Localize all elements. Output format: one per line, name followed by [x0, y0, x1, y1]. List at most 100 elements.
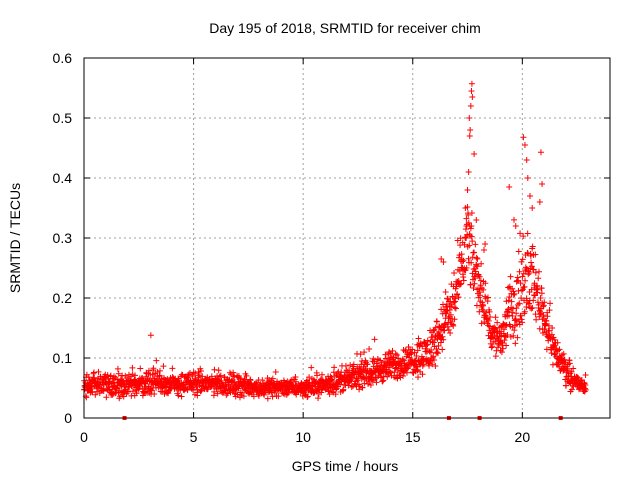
data-point [505, 297, 512, 304]
data-point [563, 382, 570, 389]
data-point [392, 350, 399, 357]
data-point [488, 334, 495, 341]
data-point [463, 264, 470, 271]
data-point [471, 280, 478, 287]
data-point [413, 353, 420, 360]
data-point [154, 368, 161, 375]
data-point [137, 365, 144, 372]
data-point [178, 393, 185, 400]
data-point [337, 381, 344, 388]
data-point [537, 311, 544, 318]
data-point [471, 151, 478, 157]
data-point [479, 306, 486, 313]
data-point [582, 372, 589, 379]
data-point [529, 304, 536, 311]
data-point [448, 303, 455, 310]
data-point [292, 378, 299, 385]
data-point [519, 319, 526, 326]
data-point [519, 273, 526, 280]
y-tick-label: 0.1 [53, 350, 73, 366]
data-point [393, 352, 400, 359]
data-point [489, 343, 496, 350]
data-point [535, 268, 542, 275]
data-point [224, 390, 231, 397]
data-point [478, 320, 485, 327]
data-point [199, 373, 206, 380]
data-point [433, 345, 440, 352]
data-point [581, 380, 588, 387]
data-point [194, 392, 201, 399]
data-point [319, 371, 326, 378]
data-point [411, 349, 418, 356]
data-point [566, 360, 573, 367]
data-point [520, 233, 527, 240]
data-point [471, 265, 478, 272]
data-point [160, 363, 167, 370]
data-point [369, 370, 376, 377]
data-point [351, 371, 358, 378]
x-tick-label: 0 [80, 429, 88, 445]
data-point [447, 311, 454, 318]
data-point [364, 361, 371, 368]
data-point [92, 391, 99, 398]
data-point [476, 308, 483, 315]
data-point [443, 310, 450, 317]
data-point [526, 270, 533, 277]
data-point [547, 300, 554, 307]
data-point [517, 280, 524, 287]
data-point [240, 393, 247, 400]
data-point [433, 318, 440, 325]
data-point [272, 368, 279, 375]
data-point [335, 368, 342, 375]
data-point [469, 238, 476, 245]
data-point [460, 277, 467, 284]
data-point [109, 391, 116, 398]
data-point [314, 372, 321, 379]
data-point [148, 387, 155, 394]
data-point [532, 292, 539, 299]
data-point [429, 361, 436, 368]
data-point [502, 322, 509, 329]
data-point [466, 133, 473, 139]
data-point [131, 376, 138, 383]
data-point [331, 364, 338, 371]
data-point [480, 247, 487, 253]
data-point [543, 318, 550, 325]
data-point [535, 275, 542, 282]
data-point [350, 361, 357, 368]
data-point [259, 377, 266, 384]
data-point [250, 393, 257, 400]
data-point [281, 379, 288, 386]
data-point [357, 351, 364, 358]
data-point [439, 346, 446, 353]
data-point [482, 280, 489, 287]
data-point [380, 377, 387, 384]
data-point [533, 316, 540, 323]
data-point [373, 379, 380, 386]
data-point [529, 205, 536, 211]
data-point [456, 268, 463, 275]
data-point [539, 181, 546, 187]
data-point [430, 339, 437, 346]
data-point [354, 377, 361, 384]
data-point [359, 384, 366, 391]
y-tick-label: 0 [64, 410, 72, 426]
data-point [465, 211, 472, 218]
data-point [551, 342, 558, 349]
data-point [540, 312, 547, 319]
data-point [528, 286, 535, 293]
data-point [235, 385, 242, 392]
data-point [468, 233, 475, 240]
data-point [517, 312, 524, 319]
data-point [468, 209, 475, 216]
data-point [518, 258, 525, 265]
data-point [315, 395, 322, 402]
data-point [492, 353, 499, 360]
data-point [447, 330, 454, 337]
data-point [384, 373, 391, 380]
data-point [269, 375, 276, 382]
data-point [451, 316, 458, 323]
data-point [530, 266, 537, 273]
data-point [334, 380, 341, 387]
data-point [487, 313, 494, 320]
